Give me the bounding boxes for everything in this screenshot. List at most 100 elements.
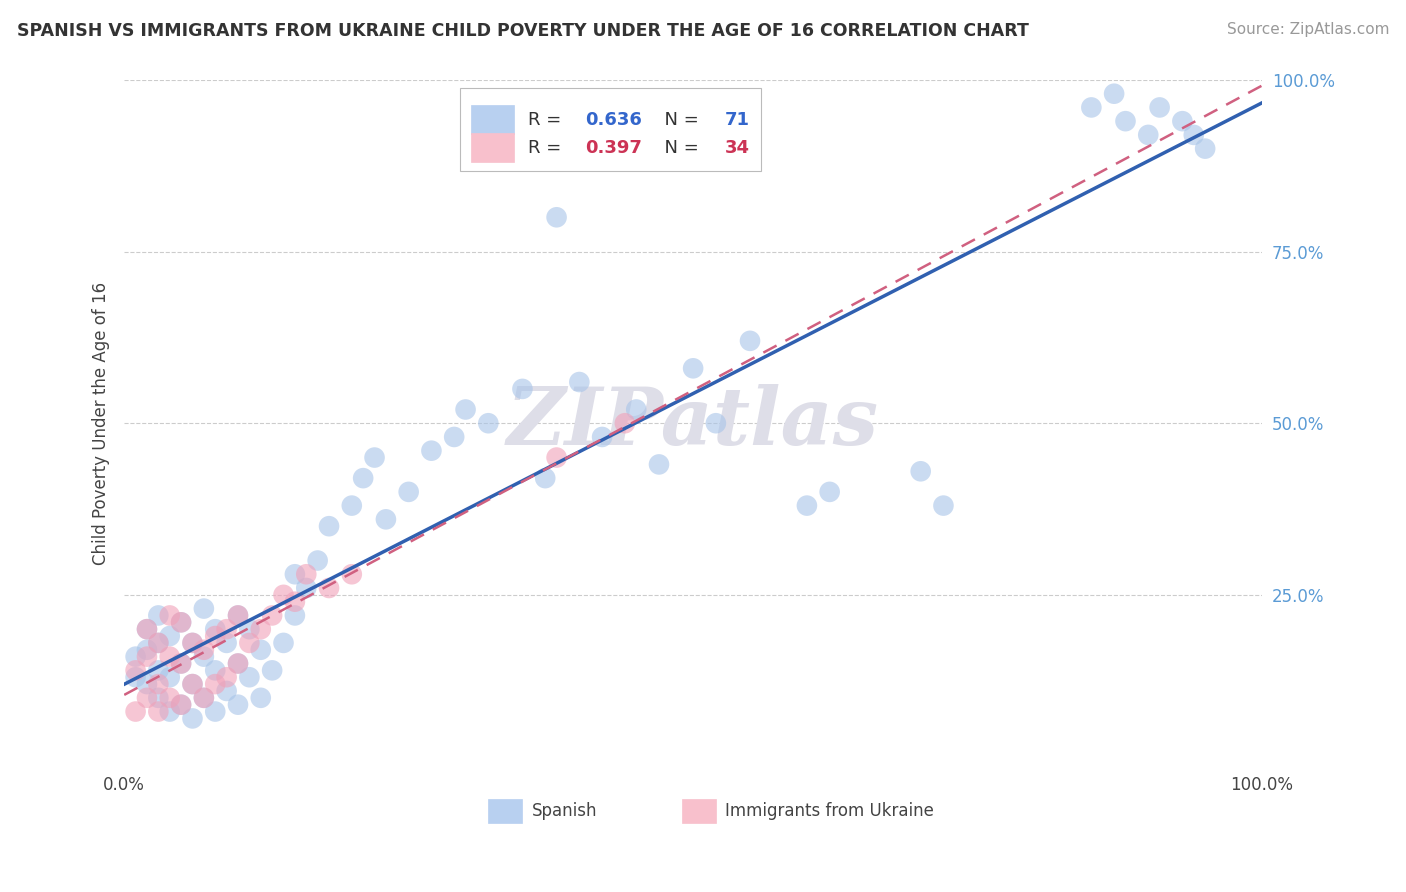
Point xyxy=(295,581,318,595)
Point xyxy=(352,471,374,485)
Point xyxy=(398,484,420,499)
Point xyxy=(682,361,704,376)
Point xyxy=(148,636,170,650)
Point xyxy=(1080,100,1102,114)
Text: N =: N = xyxy=(654,138,704,156)
Point xyxy=(226,657,249,671)
Point xyxy=(193,690,215,705)
Point xyxy=(1114,114,1136,128)
Point xyxy=(318,581,340,595)
Point xyxy=(613,416,636,430)
Point xyxy=(1137,128,1160,142)
Point xyxy=(170,698,193,712)
Point xyxy=(215,636,238,650)
Point xyxy=(1102,87,1125,101)
Point xyxy=(215,684,238,698)
Point xyxy=(159,608,181,623)
Point xyxy=(420,443,443,458)
Point xyxy=(204,677,226,691)
Point xyxy=(148,705,170,719)
Point xyxy=(704,416,727,430)
Point xyxy=(136,622,159,636)
Point xyxy=(193,601,215,615)
Text: 0.636: 0.636 xyxy=(585,111,643,128)
Point xyxy=(204,622,226,636)
Point xyxy=(238,670,260,684)
Point xyxy=(262,664,284,678)
FancyBboxPatch shape xyxy=(471,133,515,162)
Point xyxy=(284,595,307,609)
Point xyxy=(159,670,181,684)
Point xyxy=(818,484,841,499)
Point xyxy=(238,622,260,636)
Point xyxy=(148,664,170,678)
Point xyxy=(1171,114,1194,128)
Point xyxy=(374,512,396,526)
Text: 71: 71 xyxy=(725,111,749,128)
Text: 34: 34 xyxy=(725,138,749,156)
Point xyxy=(295,567,318,582)
Point xyxy=(1194,142,1216,156)
Point xyxy=(591,430,613,444)
Point xyxy=(307,553,329,567)
Point xyxy=(568,375,591,389)
FancyBboxPatch shape xyxy=(682,798,716,823)
Point xyxy=(648,458,671,472)
Point xyxy=(1149,100,1171,114)
Point xyxy=(159,705,181,719)
Text: N =: N = xyxy=(654,111,704,128)
Point xyxy=(124,649,146,664)
Point xyxy=(512,382,534,396)
Point xyxy=(262,608,284,623)
Point xyxy=(148,608,170,623)
Point xyxy=(204,664,226,678)
Point xyxy=(136,677,159,691)
Point xyxy=(284,608,307,623)
Point xyxy=(226,608,249,623)
Point xyxy=(148,636,170,650)
Point xyxy=(170,657,193,671)
Point xyxy=(170,615,193,630)
FancyBboxPatch shape xyxy=(471,105,515,134)
Point xyxy=(148,690,170,705)
Text: ZIPatlas: ZIPatlas xyxy=(508,384,879,462)
Point xyxy=(363,450,385,465)
Point xyxy=(340,499,363,513)
FancyBboxPatch shape xyxy=(488,798,523,823)
Point xyxy=(238,636,260,650)
Point xyxy=(159,649,181,664)
Point xyxy=(273,636,295,650)
Point xyxy=(477,416,499,430)
Point xyxy=(226,657,249,671)
Point xyxy=(932,499,955,513)
Point xyxy=(284,567,307,582)
Text: Spanish: Spanish xyxy=(531,802,598,820)
Point xyxy=(181,711,204,725)
Point xyxy=(136,690,159,705)
Point xyxy=(249,642,271,657)
Point xyxy=(159,690,181,705)
Point xyxy=(124,670,146,684)
Text: SPANISH VS IMMIGRANTS FROM UKRAINE CHILD POVERTY UNDER THE AGE OF 16 CORRELATION: SPANISH VS IMMIGRANTS FROM UKRAINE CHILD… xyxy=(17,22,1029,40)
Point xyxy=(193,690,215,705)
Point xyxy=(136,642,159,657)
FancyBboxPatch shape xyxy=(460,88,762,170)
Y-axis label: Child Poverty Under the Age of 16: Child Poverty Under the Age of 16 xyxy=(93,282,110,565)
Point xyxy=(181,677,204,691)
Point xyxy=(546,450,568,465)
Point xyxy=(534,471,557,485)
Point xyxy=(340,567,363,582)
Point xyxy=(249,690,271,705)
Point xyxy=(181,677,204,691)
Point xyxy=(454,402,477,417)
Text: R =: R = xyxy=(529,138,567,156)
Point xyxy=(204,629,226,643)
Point xyxy=(249,622,271,636)
Point xyxy=(193,642,215,657)
Point xyxy=(159,629,181,643)
Point xyxy=(148,677,170,691)
Point xyxy=(204,705,226,719)
Point xyxy=(273,588,295,602)
Point xyxy=(318,519,340,533)
Point xyxy=(170,657,193,671)
